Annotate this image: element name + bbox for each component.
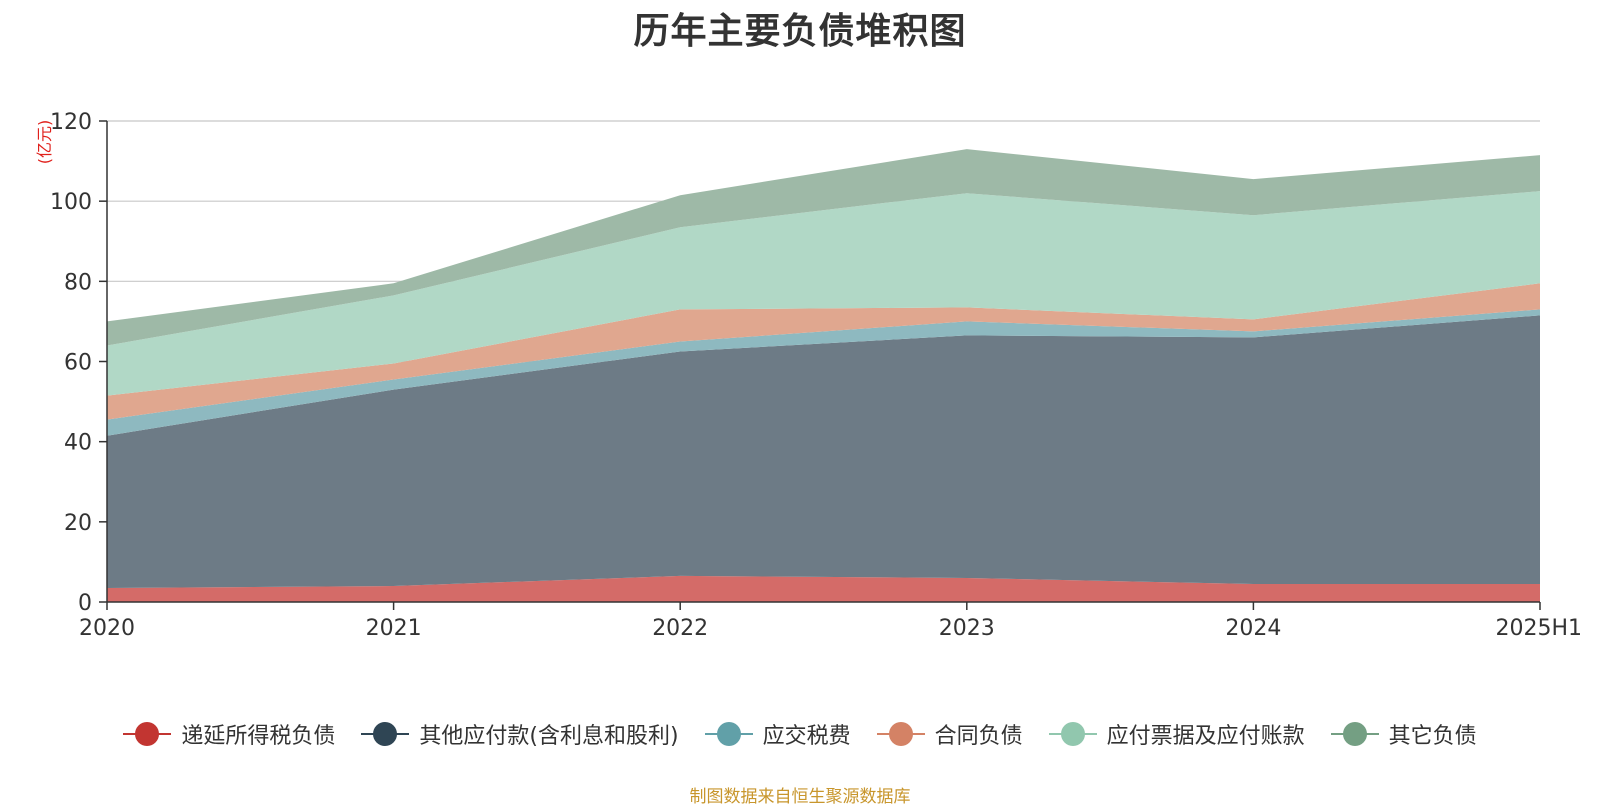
legend-swatch-icon (876, 722, 925, 746)
area-series-5[interactable] (107, 191, 1540, 396)
y-tick-label: 60 (64, 351, 92, 376)
x-tick-label: 2024 (1225, 616, 1281, 641)
x-tick-label: 2020 (79, 616, 135, 641)
legend-item-5[interactable]: 应付票据及应付账款 (1048, 718, 1305, 750)
area-series-2[interactable] (107, 315, 1540, 588)
y-tick-label: 40 (64, 431, 92, 456)
x-tick-label: 2021 (366, 616, 422, 641)
legend-item-3[interactable]: 应交税费 (704, 718, 851, 750)
legend-swatch-icon (361, 722, 410, 746)
y-tick-label: 80 (64, 270, 92, 295)
y-tick-label: 0 (78, 591, 92, 616)
y-tick-label: 120 (50, 110, 92, 135)
x-tick-label: 2025H1 (1495, 616, 1582, 641)
legend-swatch-icon (1048, 722, 1097, 746)
legend-item-6[interactable]: 其它负债 (1330, 718, 1477, 750)
legend-label: 递延所得税负债 (181, 724, 336, 749)
legend-label: 其它负债 (1388, 724, 1477, 749)
legend-label: 其他应付款(含利息和股利) (419, 724, 679, 749)
area-series-3[interactable] (107, 309, 1540, 436)
legend: 递延所得税负债 其他应付款(含利息和股利) 应交税费 合同负债 应付票据及应付账款 其它负… (0, 718, 1600, 750)
legend-swatch-icon (1330, 722, 1379, 746)
chart-title: 历年主要负债堆积图 (633, 11, 967, 52)
legend-label: 应交税费 (762, 724, 851, 749)
y-axis-unit-label: (亿元) (35, 120, 54, 165)
y-tick-label: 100 (50, 190, 92, 215)
x-tick-label: 2022 (652, 616, 708, 641)
area-layer (107, 149, 1540, 602)
legend-item-2[interactable]: 其他应付款(含利息和股利) (361, 718, 679, 750)
area-series-4[interactable] (107, 283, 1540, 420)
legend-swatch-icon (123, 722, 172, 746)
legend-label: 合同负债 (934, 724, 1023, 749)
legend-swatch-icon (704, 722, 753, 746)
area-series-6[interactable] (107, 149, 1540, 346)
legend-item-1[interactable]: 递延所得税负债 (123, 718, 335, 750)
y-tick-label: 20 (64, 511, 92, 536)
axis-layer: 0 20 40 60 80 100 120 2020 2021 2022 2023 2024 2025H… (50, 110, 1582, 641)
source-note: 制图数据来自恒生聚源数据库 (689, 787, 911, 807)
x-tick-label: 2023 (939, 616, 995, 641)
area-series-1[interactable] (107, 575, 1540, 602)
legend-label: 应付票据及应付账款 (1106, 724, 1305, 749)
legend-item-4[interactable]: 合同负债 (876, 718, 1023, 750)
